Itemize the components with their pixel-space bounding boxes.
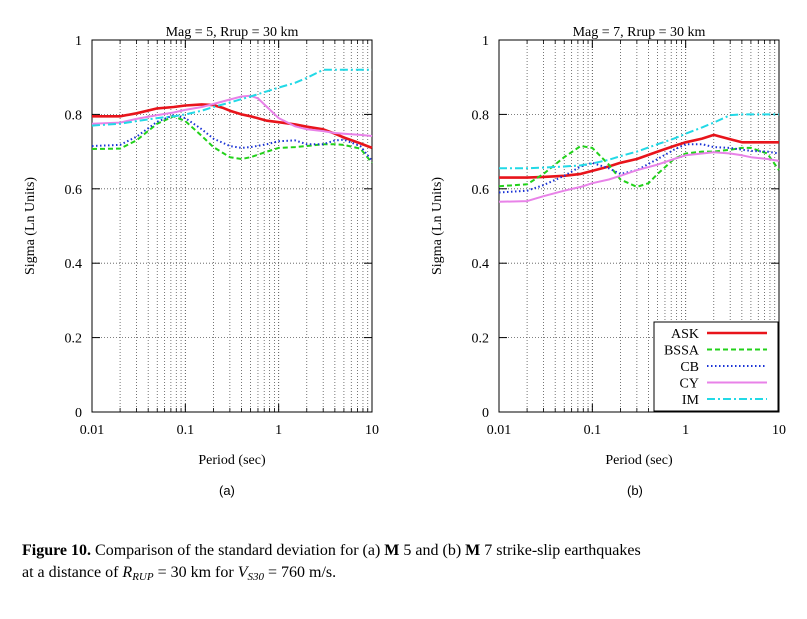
caption-text: 7 strike-slip earthquakes [480,542,641,559]
y-tick-label: 0.8 [472,108,490,123]
chart-title: Mag = 7, Rrup = 30 km [573,25,706,40]
y-tick-label: 1 [482,34,489,49]
y-axis-label: Sigma (Ln Units) [430,177,445,275]
legend-label: CY [680,377,699,392]
series-line-im [499,113,779,170]
y-tick-label: 0.6 [65,183,83,198]
series-line-cb [91,114,373,162]
caption-figure-label: Figure 10. [22,542,92,559]
panel-a-label: (a) [219,483,235,498]
caption-vs30-symbol: V [237,564,248,581]
legend-label: BSSA [664,344,700,359]
x-tick-label: 10 [772,423,786,438]
y-axis-label: Sigma (Ln Units) [23,177,38,275]
y-tick-label: 0.4 [472,257,490,272]
chart-title: Mag = 5, Rrup = 30 km [166,25,299,40]
caption-text: = 760 m/s. [263,564,337,581]
chart-panel: 0.01 0.1 1 10 0 0.2 0.4 0.6 0.8 1 Mag = 7, Rrup = … [430,25,786,468]
y-tick-label: 1 [75,34,82,49]
plot-frame [91,39,373,413]
x-tick-label: 1 [275,423,282,438]
x-tick-label: 10 [365,423,379,438]
y-tick-label: 0.2 [472,332,490,347]
series-line-bssa [498,145,780,188]
x-tick-label: 0.01 [487,423,512,438]
y-tick-label: 0.2 [65,332,83,347]
caption-magnitude-symbol: M [384,542,400,559]
caption-line-2: at a distance of RRUP = 30 km for VS30 =… [22,562,797,588]
caption-rrup-symbol: R [122,564,133,581]
legend-label: CB [680,360,699,375]
y-tick-label: 0 [482,406,489,421]
caption-line-1: Figure 10. Comparison of the standard de… [22,540,797,562]
y-tick-label: 0.4 [65,257,83,272]
series-line-bssa [91,115,373,164]
chart-panel: 0.01 0.1 1 10 0 0.2 0.4 0.6 0.8 1 Mag = 5, Rrup = … [23,25,379,468]
series-line-ask [499,133,779,179]
caption-vs30-subscript: S30 [247,571,264,583]
x-tick-label: 0.01 [80,423,105,438]
series-line-cy [91,94,373,137]
caption-magnitude-symbol: M [465,542,481,559]
caption-rrup-subscript: RUP [132,571,154,583]
caption-text: 5 and (b) [399,542,466,559]
caption-text: Comparison of the standard deviation for… [91,542,385,559]
legend-label: IM [682,393,700,408]
x-axis-label: Period (sec) [605,453,673,468]
series-line-cy [498,151,780,203]
x-axis-label: Period (sec) [198,453,266,468]
panel-b-label: (b) [627,483,643,498]
caption-text: = 30 km for [153,564,238,581]
plot-frame [498,39,780,413]
x-tick-label: 0.1 [584,423,602,438]
legend-label: ASK [671,327,699,342]
y-tick-label: 0 [75,406,82,421]
y-tick-label: 0.6 [472,183,490,198]
caption-text: at a distance of [22,564,123,581]
series-line-cb [498,143,780,194]
series-line-im [91,68,372,127]
x-tick-label: 1 [682,423,689,438]
y-tick-label: 0.8 [65,108,83,123]
x-tick-label: 0.1 [177,423,195,438]
figure-caption: Figure 10. Comparison of the standard de… [22,540,797,588]
